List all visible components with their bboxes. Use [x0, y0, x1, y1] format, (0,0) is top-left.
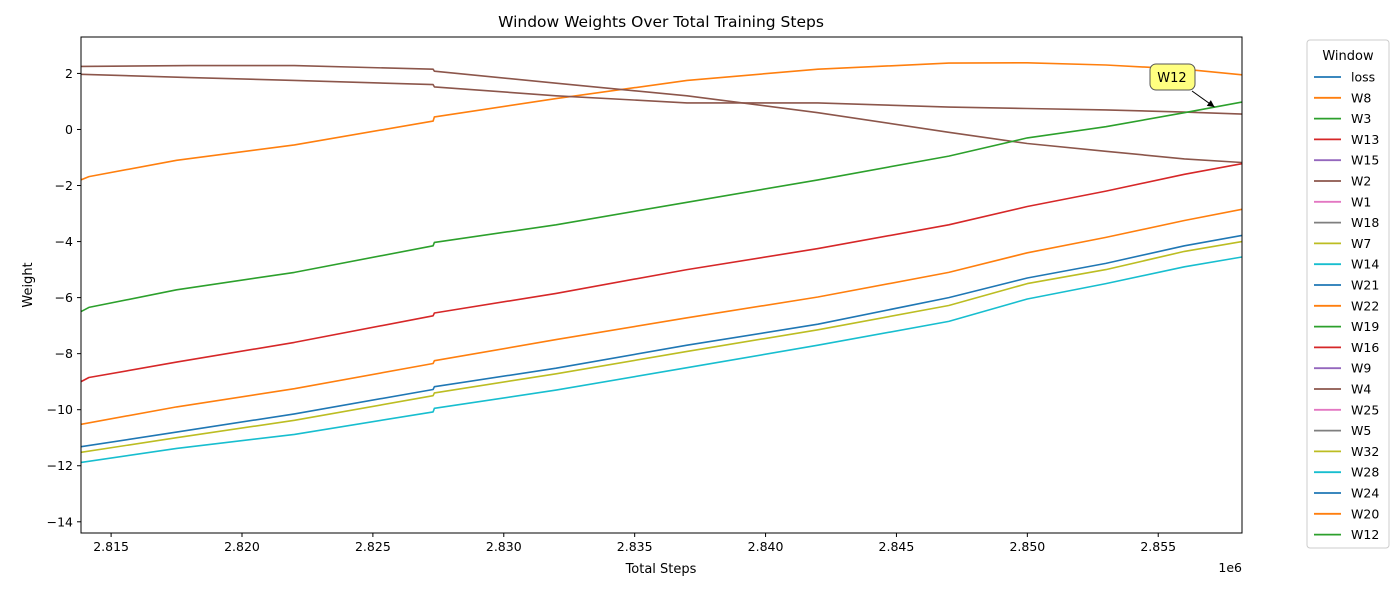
legend-item: W12 — [1314, 527, 1379, 542]
legend: Window loss W8 W3 W13 W15 W2 W1 W18 W7 W14 W21 W22 W… — [1306, 39, 1390, 549]
legend-item: W3 — [1314, 111, 1371, 126]
y-tick-label: −10 — [47, 402, 73, 417]
y-tick-label: 0 — [65, 122, 73, 137]
series-line-w8 — [81, 61, 1242, 181]
legend-item: W15 — [1314, 153, 1379, 168]
series-line-w4 — [81, 73, 1242, 115]
legend-item: W24 — [1314, 486, 1379, 501]
legend-label: W18 — [1351, 215, 1379, 230]
x-tick-label: 2.845 — [879, 539, 915, 554]
x-tick-label: 2.840 — [748, 539, 784, 554]
y-tick-label: 2 — [65, 66, 73, 81]
x-tick-label: 2.835 — [617, 539, 653, 554]
y-tick-label: −14 — [47, 514, 73, 529]
legend-label: W19 — [1351, 319, 1379, 334]
series-line-w20 — [81, 208, 1242, 426]
legend-item: W28 — [1314, 465, 1379, 480]
series-line-w2 — [81, 64, 1242, 164]
legend-label: W7 — [1351, 236, 1371, 251]
legend-item: W2 — [1314, 174, 1371, 189]
legend-item: W19 — [1314, 319, 1379, 334]
x-tick-label: 2.820 — [224, 539, 260, 554]
legend-item: W9 — [1314, 361, 1371, 376]
legend-item: W14 — [1314, 257, 1379, 272]
legend-label: W28 — [1351, 465, 1379, 480]
legend-label: W15 — [1351, 153, 1379, 168]
legend-item: W8 — [1314, 90, 1371, 105]
legend-label: W14 — [1351, 257, 1379, 272]
x-tick-label: 2.830 — [486, 539, 522, 554]
legend-label: W4 — [1351, 382, 1371, 397]
legend-label: W24 — [1351, 486, 1379, 501]
legend-item: W21 — [1314, 278, 1379, 293]
legend-frame — [1306, 39, 1390, 549]
legend-item: W18 — [1314, 215, 1379, 230]
x-axis-offset-label: 1e6 — [1218, 560, 1242, 575]
legend-item: W32 — [1314, 444, 1379, 459]
legend-item: W5 — [1314, 423, 1371, 438]
legend-item: W20 — [1314, 506, 1379, 521]
legend-label: W2 — [1351, 174, 1371, 189]
y-tick-label: −2 — [55, 178, 73, 193]
plot-area — [80, 36, 1243, 534]
x-tick-label: 2.815 — [93, 539, 129, 554]
legend-item: W4 — [1314, 382, 1371, 397]
annotation-box — [1149, 63, 1196, 91]
legend-label: W32 — [1351, 444, 1379, 459]
legend-label: loss — [1351, 70, 1375, 85]
y-tick-label: −6 — [55, 290, 73, 305]
legend-label: W16 — [1351, 340, 1379, 355]
x-axis-label: Total Steps — [625, 562, 697, 577]
legend-item: loss — [1314, 70, 1375, 85]
chart-title: Window Weights Over Total Training Steps — [498, 13, 824, 31]
y-axis: 2 0 −2 −4 −6 −8 −10 −12 −14 — [47, 66, 81, 529]
annotation-text: W12 — [1157, 71, 1186, 86]
series-line-w13 — [81, 162, 1242, 383]
legend-label: W9 — [1351, 361, 1371, 376]
series-line-w32 — [81, 240, 1242, 454]
plot-frame — [80, 36, 1243, 534]
x-tick-label: 2.855 — [1140, 539, 1176, 554]
annotation: W12 — [1149, 63, 1215, 108]
legend-item: W22 — [1314, 298, 1379, 313]
legend-label: W20 — [1351, 506, 1379, 521]
y-tick-label: −4 — [55, 234, 73, 249]
legend-label: W1 — [1351, 194, 1371, 209]
x-tick-label: 2.825 — [355, 539, 391, 554]
x-tick-label: 2.850 — [1009, 539, 1045, 554]
legend-label: W21 — [1351, 278, 1379, 293]
y-tick-label: −12 — [47, 458, 73, 473]
legend-item: W25 — [1314, 402, 1379, 417]
legend-label: W25 — [1351, 402, 1379, 417]
annotation-arrowhead — [1206, 100, 1215, 108]
legend-item: W16 — [1314, 340, 1379, 355]
legend-label: W8 — [1351, 90, 1371, 105]
series-line-w12 — [81, 101, 1242, 313]
legend-label: W22 — [1351, 298, 1379, 313]
legend-label: W13 — [1351, 132, 1379, 147]
x-axis: 2.815 2.820 2.825 2.830 2.835 2.840 2.845 2.850… — [93, 533, 1176, 554]
legend-item: W1 — [1314, 194, 1371, 209]
series-line-w24 — [81, 234, 1242, 448]
legend-title: Window — [1322, 49, 1374, 64]
y-tick-label: −8 — [55, 346, 73, 361]
legend-item: W7 — [1314, 236, 1371, 251]
legend-label: W12 — [1351, 527, 1379, 542]
series-line-w28 — [81, 256, 1242, 464]
legend-label: W5 — [1351, 423, 1371, 438]
legend-label: W3 — [1351, 111, 1371, 126]
legend-item: W13 — [1314, 132, 1379, 147]
y-axis-label: Weight — [21, 262, 36, 307]
